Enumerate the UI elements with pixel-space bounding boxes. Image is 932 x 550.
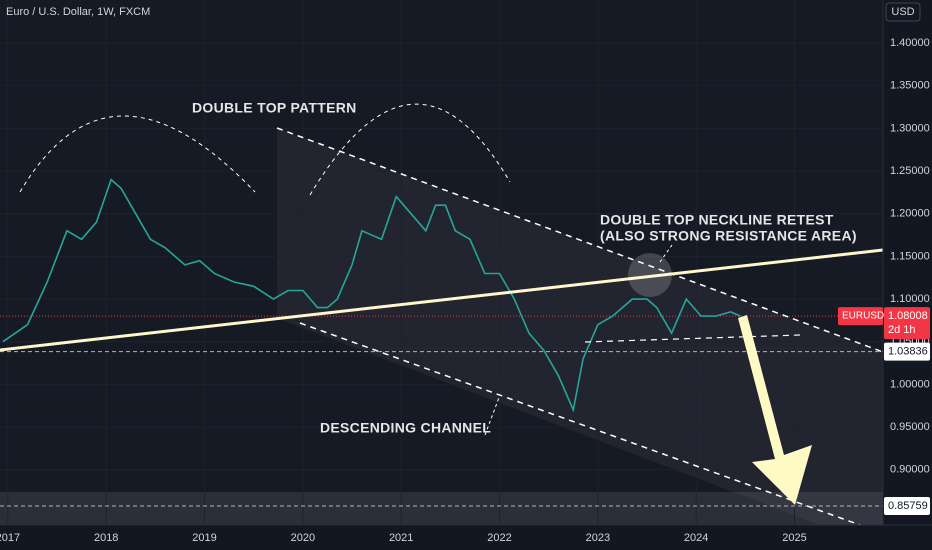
- down-arrow: [738, 315, 812, 505]
- support-line: [584, 334, 801, 343]
- level-tag: [884, 496, 930, 515]
- price-axis: [883, 0, 932, 550]
- y-tick-label: 1.35000: [890, 80, 930, 92]
- symbol-label: EURUSD: [842, 311, 884, 322]
- arc: [19, 115, 256, 193]
- target-zone: [0, 492, 883, 525]
- retest-circle: [628, 253, 672, 297]
- currency-box: [885, 2, 921, 22]
- y-tick-label: 1.10000: [890, 293, 930, 305]
- annotation: DOUBLE TOP NECKLINE RETEST: [600, 212, 834, 228]
- x-tick-label: 2025: [782, 532, 806, 544]
- axes: 0.900000.950001.000001.050001.100001.150…: [0, 37, 930, 544]
- grid: [0, 0, 883, 525]
- x-tick-label: 2022: [487, 532, 511, 544]
- price-tag: [884, 307, 930, 340]
- x-tick-label: 2021: [389, 532, 413, 544]
- price-label: 1.08008: [888, 310, 928, 322]
- annotation: DOUBLE TOP PATTERN: [192, 100, 357, 116]
- y-tick-label: 1.40000: [890, 37, 930, 49]
- symbol-tag: [838, 307, 883, 326]
- channel-bottom: [299, 322, 861, 526]
- y-tick-label: 1.20000: [890, 208, 930, 220]
- x-tick-label: 2019: [192, 532, 216, 544]
- y-tick-label: 1.25000: [890, 165, 930, 177]
- countdown-label: 2d 1h: [888, 324, 916, 336]
- levels: [0, 315, 883, 507]
- time-axis: [0, 525, 932, 550]
- level-tag: [884, 342, 930, 361]
- y-tick-label: 1.30000: [890, 122, 930, 134]
- annotation: (ALSO STRONG RESISTANCE AREA): [600, 228, 857, 244]
- y-tick-label: 0.90000: [890, 464, 930, 476]
- x-tick-label: 2024: [684, 532, 708, 544]
- currency: USD: [891, 6, 914, 18]
- channel-shade: [277, 128, 883, 525]
- annotation: DESCENDING CHANNEL: [320, 420, 491, 436]
- plot-area: [0, 0, 883, 525]
- level-label: 1.03836: [888, 346, 928, 358]
- price: [2, 178, 741, 413]
- y-tick-label: 1.15000: [890, 250, 930, 262]
- x-tick-label: 2017: [0, 532, 20, 544]
- x-tick-label: 2018: [94, 532, 118, 544]
- neckline: [0, 248, 884, 352]
- x-tick-label: 2023: [586, 532, 610, 544]
- chart-title: Euro / U.S. Dollar, 1W, FXCM: [6, 6, 150, 18]
- y-tick-label: 1.00000: [890, 378, 930, 390]
- x-tick-label: 2020: [291, 532, 315, 544]
- price-line: [2, 178, 741, 413]
- channel-top: [276, 127, 884, 353]
- level-label: 0.85759: [888, 500, 928, 512]
- y-tick-label: 0.95000: [890, 421, 930, 433]
- arc: [309, 103, 511, 196]
- pointer: [484, 394, 501, 436]
